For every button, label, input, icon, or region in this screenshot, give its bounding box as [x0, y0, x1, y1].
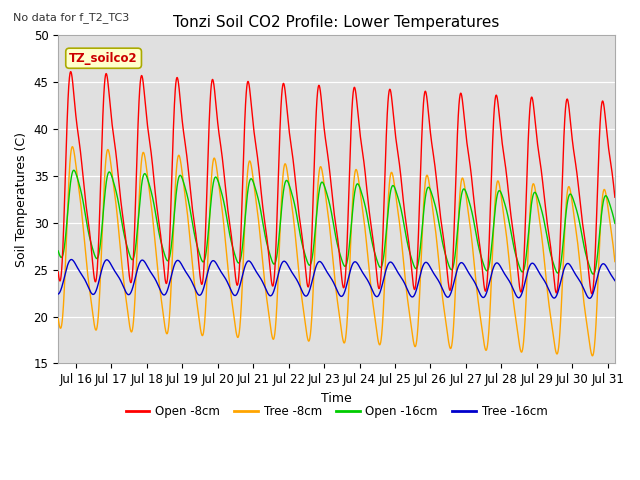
Title: Tonzi Soil CO2 Profile: Lower Temperatures: Tonzi Soil CO2 Profile: Lower Temperatur…	[173, 15, 500, 30]
Legend: Open -8cm, Tree -8cm, Open -16cm, Tree -16cm: Open -8cm, Tree -8cm, Open -16cm, Tree -…	[121, 401, 552, 423]
X-axis label: Time: Time	[321, 392, 352, 405]
Text: TZ_soilco2: TZ_soilco2	[69, 52, 138, 65]
Y-axis label: Soil Temperatures (C): Soil Temperatures (C)	[15, 132, 28, 267]
Text: No data for f_T2_TC3: No data for f_T2_TC3	[13, 12, 129, 23]
